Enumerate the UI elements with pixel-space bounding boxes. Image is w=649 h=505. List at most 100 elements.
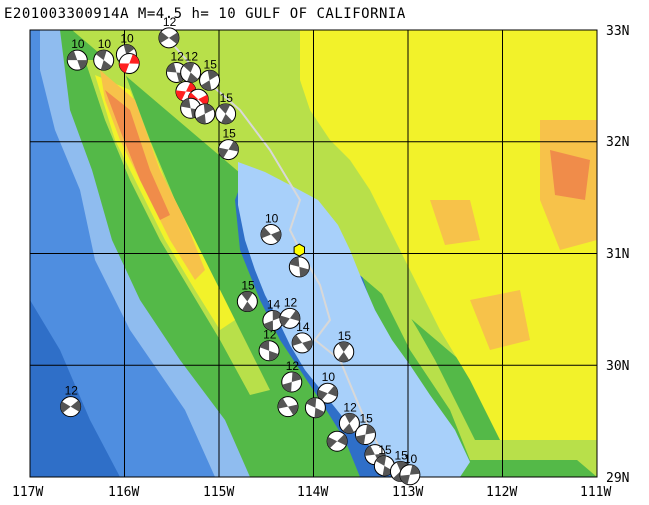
beachball-compressional-quadrant (195, 113, 206, 124)
beachball-compressional-quadrant (291, 372, 302, 383)
latitude-labels: 33N 32N 31N 30N 29N (606, 24, 629, 486)
longitude-labels: 117W 116W 115W 114W 113W 112W 111W (12, 485, 611, 500)
beachball-compressional-quadrant (241, 291, 253, 302)
lon-label: 111W (580, 485, 611, 500)
lon-label: 113W (392, 485, 423, 500)
beachball-compressional-quadrant (200, 80, 212, 91)
land-plain (95, 30, 597, 440)
beachball-compressional-quadrant (242, 301, 254, 312)
focal-mechanism-beachball: 14 (291, 320, 313, 354)
graticule (29, 29, 598, 478)
beachball-compressional-quadrant (100, 60, 112, 71)
beachball-compressional-quadrant (77, 60, 88, 70)
depth-label: 14 (296, 320, 310, 334)
land-highland (105, 90, 590, 220)
focal-mechanism-beachball (194, 103, 216, 125)
beachball-compressional-quadrant (207, 70, 219, 81)
depth-label: 15 (220, 91, 234, 105)
focal-mechanism-beachball: 12 (258, 328, 280, 362)
lon-label: 114W (297, 485, 328, 500)
focal-mechanism-beachball: 15 (354, 412, 376, 446)
beachball-compressional-quadrant (409, 465, 420, 475)
beachball-compressional-quadrant (306, 397, 317, 408)
lat-label: 31N (606, 247, 629, 262)
beachball-compressional-quadrant (166, 62, 177, 73)
focal-mechanism-beachball (326, 430, 348, 452)
beachball-compressional-quadrant (282, 382, 292, 392)
focal-mechanism-beachball: 10 (66, 37, 88, 71)
beachball-compressional-quadrant (270, 230, 281, 242)
beachball-compressional-quadrant (260, 227, 271, 239)
focal-mechanism-beachball (118, 53, 140, 75)
beachball-compressional-quadrant (158, 31, 169, 44)
depth-label: 12 (163, 15, 177, 29)
beachball-compressional-quadrant (342, 423, 355, 434)
beachball-compressional-quadrant (123, 44, 135, 55)
beachball-compressional-quadrant (364, 445, 375, 456)
depth-label: 10 (120, 32, 134, 46)
depth-label: 12 (263, 328, 277, 342)
focal-mechanism-beachball: 12 (279, 295, 301, 329)
lon-label: 116W (108, 485, 139, 500)
beachball-compressional-quadrant (95, 50, 107, 61)
lat-label: 30N (606, 359, 629, 374)
lon-label: 115W (203, 485, 234, 500)
beachball-compressional-quadrant (168, 32, 179, 44)
beachball-compressional-quadrant (70, 400, 81, 412)
focal-mechanism-beachball (277, 396, 299, 418)
focal-mechanism-beachball: 10 (399, 452, 421, 486)
beachball-compressional-quadrant (180, 98, 191, 109)
beachball-compressional-quadrant (289, 310, 300, 322)
focal-mechanism-beachball: 10 (260, 212, 282, 246)
focal-mechanism-beachball: 10 (317, 370, 339, 404)
beachball-compressional-quadrant (218, 103, 231, 114)
depth-label: 10 (98, 37, 112, 51)
beachball-compressional-quadrant (355, 434, 366, 445)
lat-label: 29N (606, 471, 629, 486)
depth-label: 12 (185, 49, 199, 63)
focal-mechanism-beachball: 15 (199, 57, 221, 91)
lon-label: 112W (486, 485, 517, 500)
beachball-compressional-quadrant (129, 54, 140, 64)
focal-mechanism-beachball: 10 (93, 37, 115, 71)
beachball-compressional-quadrant (314, 407, 325, 418)
beachball-compressional-quadrant (337, 351, 350, 362)
lon-label: 117W (12, 485, 43, 500)
beachball-compressional-quadrant (277, 398, 288, 409)
beachball-compressional-quadrant (327, 436, 338, 449)
beachball-compressional-quadrant (375, 455, 387, 466)
depth-label: 15 (204, 57, 218, 71)
depth-label: 14 (267, 298, 281, 312)
beachball-compressional-quadrant (302, 339, 313, 351)
depth-label: 15 (394, 448, 408, 462)
beachball-compressional-quadrant (279, 315, 290, 327)
depth-label: 10 (265, 212, 279, 226)
depth-label: 12 (170, 49, 184, 63)
beachball-compressional-quadrant (203, 103, 214, 114)
beachball-compressional-quadrant (186, 72, 199, 83)
beachball-compressional-quadrant (299, 266, 309, 277)
focal-mechanism-beachball (288, 256, 310, 278)
focal-mechanism-beachball: 12 (338, 400, 360, 434)
beachball-compressional-quadrant (399, 474, 410, 485)
lat-label: 33N (606, 24, 629, 39)
beachball-compressional-quadrant (292, 334, 303, 346)
beachball-compressional-quadrant (272, 310, 283, 321)
focal-mechanism-beachball: 12 (158, 15, 180, 49)
focal-mechanism-beachball: 12 (281, 359, 303, 393)
depth-label: 10 (71, 37, 85, 51)
beachball-compressional-quadrant (365, 424, 376, 435)
depth-label: 15 (359, 412, 373, 426)
depth-label: 10 (322, 370, 336, 384)
beachball-compressional-quadrant (396, 461, 408, 472)
beachball-compressional-quadrant (317, 389, 328, 401)
beachball-compressional-quadrant (344, 413, 357, 424)
beachball-compressional-quadrant (263, 320, 274, 331)
depth-label: 12 (65, 384, 79, 398)
depth-label: 15 (338, 329, 352, 343)
depth-label: 12 (284, 295, 298, 309)
focal-mechanism-beachball: 12 (180, 49, 202, 83)
beachball-compressional-quadrant (218, 147, 229, 159)
focal-mechanism-beachball: 15 (333, 329, 355, 363)
beachball-compressional-quadrant (337, 434, 348, 446)
